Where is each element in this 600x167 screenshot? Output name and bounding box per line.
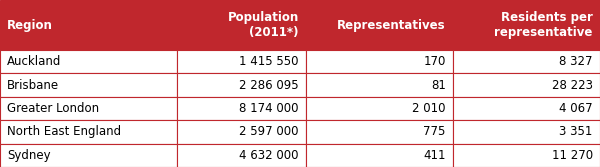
Text: 28 223: 28 223: [552, 79, 593, 92]
Bar: [177, 120, 306, 144]
Bar: [453, 120, 600, 144]
Text: Representatives: Representatives: [337, 19, 446, 32]
Text: 4 067: 4 067: [559, 102, 593, 115]
Bar: [453, 0, 600, 50]
Text: Population
(2011*): Population (2011*): [227, 11, 299, 39]
Bar: [453, 73, 600, 97]
Bar: [453, 97, 600, 120]
Text: 775: 775: [424, 125, 446, 138]
Bar: [453, 50, 600, 73]
Bar: [0, 73, 177, 97]
Text: 170: 170: [424, 55, 446, 68]
Text: Sydney: Sydney: [7, 149, 51, 162]
Bar: [306, 120, 453, 144]
Text: 3 351: 3 351: [559, 125, 593, 138]
Bar: [177, 0, 306, 50]
Text: 2 010: 2 010: [412, 102, 446, 115]
Bar: [0, 0, 177, 50]
Bar: [0, 97, 177, 120]
Text: 4 632 000: 4 632 000: [239, 149, 299, 162]
Bar: [177, 144, 306, 167]
Bar: [306, 73, 453, 97]
Text: 11 270: 11 270: [551, 149, 593, 162]
Text: 2 597 000: 2 597 000: [239, 125, 299, 138]
Bar: [306, 50, 453, 73]
Bar: [0, 50, 177, 73]
Text: Brisbane: Brisbane: [7, 79, 59, 92]
Text: 2 286 095: 2 286 095: [239, 79, 299, 92]
Text: 8 327: 8 327: [559, 55, 593, 68]
Bar: [306, 97, 453, 120]
Bar: [177, 97, 306, 120]
Bar: [177, 50, 306, 73]
Bar: [177, 73, 306, 97]
Text: Greater London: Greater London: [7, 102, 100, 115]
Text: Auckland: Auckland: [7, 55, 62, 68]
Bar: [306, 0, 453, 50]
Text: 1 415 550: 1 415 550: [239, 55, 299, 68]
Text: Residents per
representative: Residents per representative: [494, 11, 593, 39]
Bar: [306, 144, 453, 167]
Text: North East England: North East England: [7, 125, 121, 138]
Bar: [0, 120, 177, 144]
Text: 411: 411: [424, 149, 446, 162]
Bar: [0, 144, 177, 167]
Text: Region: Region: [7, 19, 53, 32]
Bar: [453, 144, 600, 167]
Text: 8 174 000: 8 174 000: [239, 102, 299, 115]
Text: 81: 81: [431, 79, 446, 92]
